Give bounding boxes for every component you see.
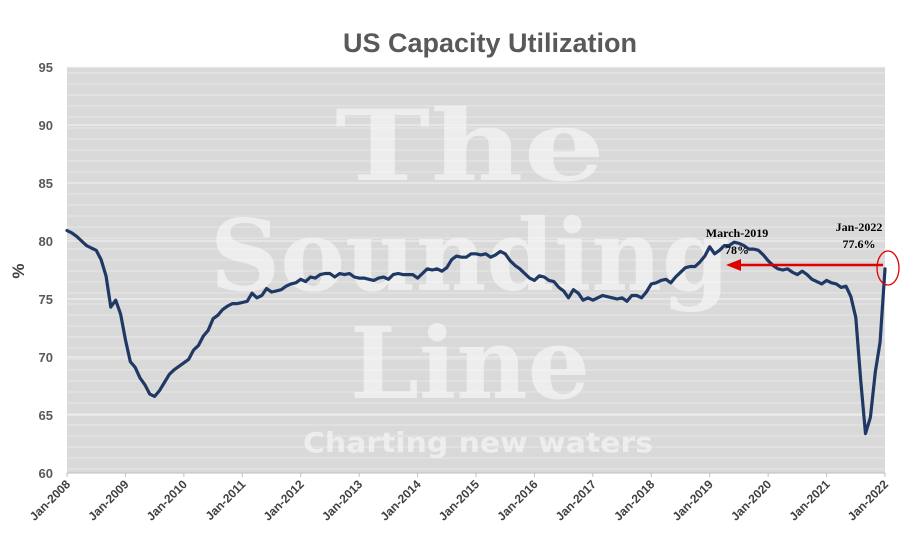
y-tick-label: 70 — [39, 350, 53, 365]
watermark-tagline: Charting new waters — [303, 426, 653, 459]
x-tick-label: Jan-2013 — [319, 477, 365, 523]
watermark-line-3: Line — [350, 307, 590, 422]
annotation-march-2019-label: March-2019 — [706, 226, 768, 240]
annotation-march-2019-value: 78% — [725, 243, 749, 257]
series-line-capacity-utilization — [65, 229, 887, 436]
watermark-line-1: The — [335, 89, 605, 204]
x-axis-ticks: Jan-2008 Jan-2009 Jan-2010 Jan-2011 Jan-2012… — [27, 473, 891, 523]
x-tick-label: Jan-2012 — [261, 477, 307, 523]
y-tick-label: 60 — [39, 466, 53, 481]
y-tick-label: 75 — [39, 292, 53, 307]
x-tick-label: Jan-2010 — [144, 477, 190, 523]
annotation-jan-2022-label: Jan-2022 — [836, 220, 883, 234]
x-tick-label: Jan-2008 — [27, 477, 73, 523]
comparison-arrow-head — [726, 259, 741, 271]
y-axis-ticks: 60 65 70 75 80 85 90 95 — [39, 60, 53, 481]
x-tick-label: Jan-2017 — [553, 477, 599, 523]
x-tick-label: Jan-2019 — [670, 477, 716, 523]
current-value-highlight-circle — [876, 250, 900, 286]
x-tick-label: Jan-2014 — [377, 477, 423, 523]
y-tick-label: 90 — [39, 118, 53, 133]
y-tick-label: 95 — [39, 60, 53, 75]
chart-title: US Capacity Utilization — [343, 28, 637, 58]
y-axis-label: % — [9, 263, 28, 278]
annotation-jan-2022-value: 77.6% — [843, 237, 876, 251]
x-tick-label: Jan-2011 — [203, 477, 249, 523]
x-tick-label: Jan-2016 — [494, 477, 540, 523]
annotation-jan-2022: Jan-2022 77.6% — [836, 220, 883, 251]
y-tick-label: 80 — [39, 234, 53, 249]
x-tick-label: Jan-2018 — [611, 477, 657, 523]
series-layer — [65, 229, 887, 436]
plot-area-background — [67, 67, 885, 473]
x-tick-label: Jan-2022 — [845, 477, 891, 523]
x-tick-label: Jan-2009 — [85, 477, 131, 523]
y-tick-label: 65 — [39, 408, 53, 423]
x-tick-label: Jan-2021 — [786, 477, 832, 523]
annotation-march-2019: March-2019 78% — [706, 226, 768, 257]
x-tick-label: Jan-2020 — [728, 477, 774, 523]
y-tick-label: 85 — [39, 176, 53, 191]
x-tick-label: Jan-2015 — [436, 477, 482, 523]
